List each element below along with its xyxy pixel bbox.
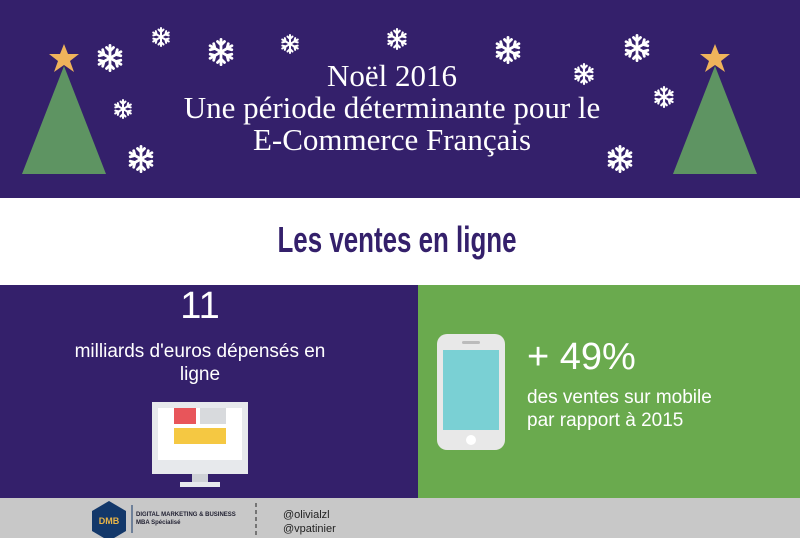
org-name: MBA Spécialisé [136,520,181,526]
footer [0,498,800,538]
phone-icon [437,334,505,450]
stat-label: par rapport à 2015 [527,410,683,431]
logo-text: DMB [99,516,120,526]
title-line: Noël 2016 [327,58,457,93]
section-band [0,198,800,285]
stat-label: ligne [180,364,220,385]
stat-label: milliards d'euros dépensés en [75,341,326,362]
stat-value: 11 [180,285,219,327]
logo-badge [92,501,126,538]
org-name: DIGITAL MARKETING & BUSINESS [136,512,236,518]
author-handle: @olivialzl [283,509,330,521]
computer-icon [152,402,248,487]
title-line: E-Commerce Français [253,122,531,157]
stat-label: des ventes sur mobile [527,387,712,408]
author-handle: @vpatinier [283,523,336,535]
stat-value: + 49% [527,336,636,378]
title-line: Une période déterminante pour le [184,90,601,125]
section-title: Les ventes en ligne [277,220,516,260]
